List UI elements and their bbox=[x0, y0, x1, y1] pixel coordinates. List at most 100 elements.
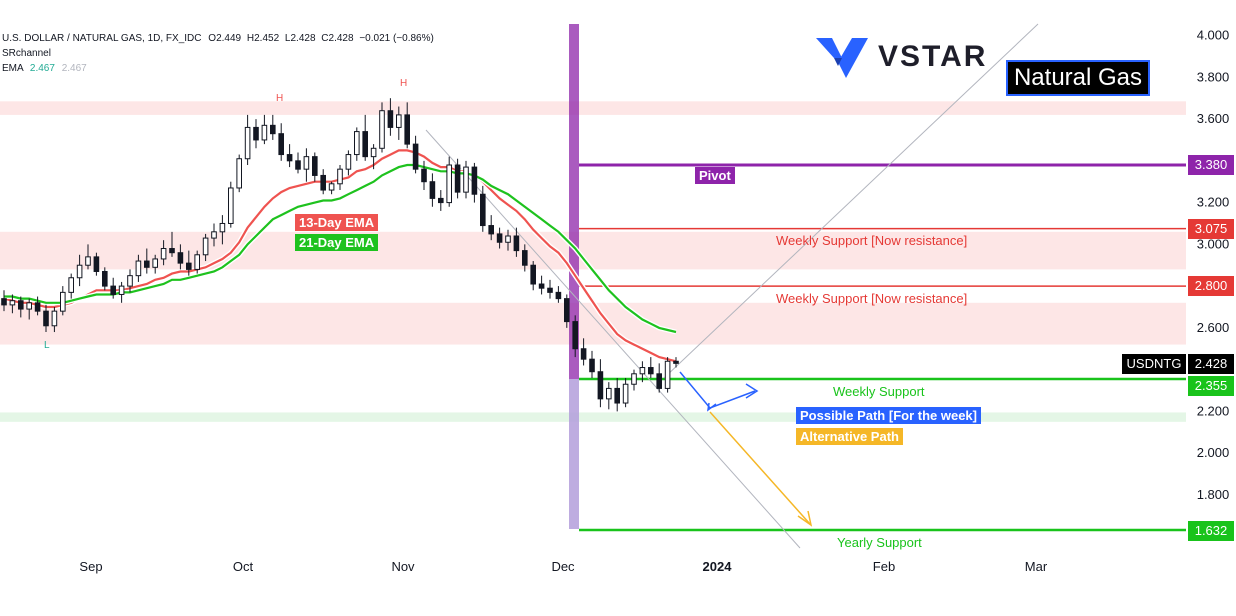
candle-body-down bbox=[429, 181, 436, 199]
candle-body-up bbox=[328, 183, 335, 191]
candle bbox=[194, 250, 200, 274]
y-tick-label: 3.600 bbox=[1197, 111, 1230, 126]
candle-body-down bbox=[547, 287, 553, 293]
candle bbox=[530, 261, 537, 291]
y-tick-label: 2.200 bbox=[1197, 403, 1230, 418]
candle bbox=[253, 119, 259, 149]
candle bbox=[564, 294, 570, 328]
symbol-header: U.S. DOLLAR / NATURAL GAS, 1D, FX_IDC O2… bbox=[2, 33, 434, 44]
candle-body-down bbox=[253, 126, 259, 141]
y-tick-label: 3.200 bbox=[1197, 195, 1230, 210]
candle bbox=[286, 144, 293, 168]
candle bbox=[244, 114, 251, 165]
candle-body-up bbox=[463, 166, 469, 193]
candle bbox=[85, 244, 91, 270]
candle bbox=[631, 369, 637, 391]
candle-body-up bbox=[51, 310, 58, 327]
indicator-srchannel-label: SRchannel bbox=[2, 48, 51, 59]
upper-trend-line bbox=[663, 23, 1039, 379]
candle bbox=[51, 306, 58, 333]
candle-body-down bbox=[438, 197, 444, 204]
candle bbox=[312, 152, 318, 182]
candle bbox=[303, 148, 310, 182]
alternative-path-arrow bbox=[797, 510, 813, 527]
ohlc-close-label: C bbox=[321, 33, 329, 44]
candle-body-up bbox=[631, 373, 637, 385]
candle-body-down bbox=[589, 358, 595, 373]
indicator-ema[interactable]: EMA 2.467 2.467 bbox=[2, 63, 87, 74]
candle-body-down bbox=[295, 160, 301, 170]
candle-body-down bbox=[93, 256, 100, 272]
candle bbox=[169, 231, 175, 257]
candle-body-down bbox=[169, 248, 175, 254]
indicator-srchannel[interactable]: SRchannel bbox=[2, 48, 51, 59]
candle bbox=[9, 294, 16, 314]
candle bbox=[412, 135, 419, 174]
candle bbox=[673, 357, 679, 368]
candle bbox=[228, 181, 234, 228]
candle-body-up bbox=[261, 124, 268, 141]
candle bbox=[18, 296, 24, 318]
pivot-low: L bbox=[44, 340, 50, 351]
price-label-res1: 3.075 bbox=[1188, 219, 1234, 239]
candle bbox=[446, 156, 452, 207]
price-label-last: 2.428 bbox=[1188, 354, 1234, 374]
y-tick-label: 2.600 bbox=[1197, 320, 1230, 335]
pivot-band bbox=[569, 24, 579, 379]
candle bbox=[152, 254, 158, 274]
chart-title-box: Natural Gas bbox=[1006, 60, 1150, 96]
candle bbox=[320, 169, 326, 195]
candle-body-down bbox=[572, 321, 579, 350]
candle bbox=[606, 382, 612, 410]
candle-body-down bbox=[110, 285, 117, 295]
candle-body-down bbox=[555, 291, 562, 300]
candle bbox=[622, 377, 629, 408]
candle-body-up bbox=[118, 285, 125, 295]
possible-path-line bbox=[679, 371, 756, 409]
candle-body-down bbox=[564, 298, 570, 323]
zone-resistance-2 bbox=[0, 302, 1186, 345]
ohlc-open-label: O bbox=[208, 33, 217, 44]
candle bbox=[118, 281, 125, 303]
candle-body-down bbox=[144, 260, 150, 268]
candle-body-up bbox=[622, 383, 629, 404]
candle-body-up bbox=[639, 367, 646, 375]
price-label-res2: 2.800 bbox=[1188, 276, 1234, 296]
candle bbox=[261, 114, 268, 145]
candle bbox=[522, 244, 528, 272]
vstar-logo: VSTAR bbox=[814, 34, 987, 80]
price-label-pivot: 3.380 bbox=[1188, 155, 1234, 175]
lower-trend-line bbox=[425, 129, 801, 549]
candle bbox=[270, 114, 276, 140]
candle-body-up bbox=[345, 154, 352, 170]
ohlc-high-label: H bbox=[246, 33, 255, 44]
candle-body-down bbox=[673, 360, 679, 364]
candle-body-up bbox=[664, 360, 671, 389]
candle bbox=[144, 248, 150, 274]
candle bbox=[429, 173, 436, 207]
candle-body-up bbox=[68, 277, 75, 293]
candle bbox=[202, 233, 209, 262]
y-tick-label: 3.000 bbox=[1197, 236, 1230, 251]
candle-body-up bbox=[337, 168, 343, 185]
support-resistance-zones bbox=[0, 24, 1186, 529]
x-tick-label: Nov bbox=[391, 559, 415, 574]
candle bbox=[337, 165, 343, 191]
zone-support-3 bbox=[0, 412, 1186, 422]
candle bbox=[177, 244, 184, 270]
candle-body-up bbox=[370, 147, 377, 158]
ohlc-close: 2.428 bbox=[328, 33, 354, 44]
indicator-ema-label: EMA bbox=[2, 63, 24, 74]
candle bbox=[496, 227, 503, 249]
x-tick-label: Feb bbox=[873, 559, 895, 574]
candle-body-down bbox=[387, 110, 394, 128]
candle bbox=[572, 315, 579, 358]
price-label-yearly: 1.632 bbox=[1188, 521, 1234, 541]
ohlc-low-label: L bbox=[284, 33, 291, 44]
candle bbox=[354, 127, 360, 161]
candle-body-down bbox=[421, 168, 427, 183]
candle-body-up bbox=[219, 222, 226, 233]
candle bbox=[639, 361, 646, 383]
ohlc-change: −0.021 (−0.86%) bbox=[359, 33, 434, 44]
